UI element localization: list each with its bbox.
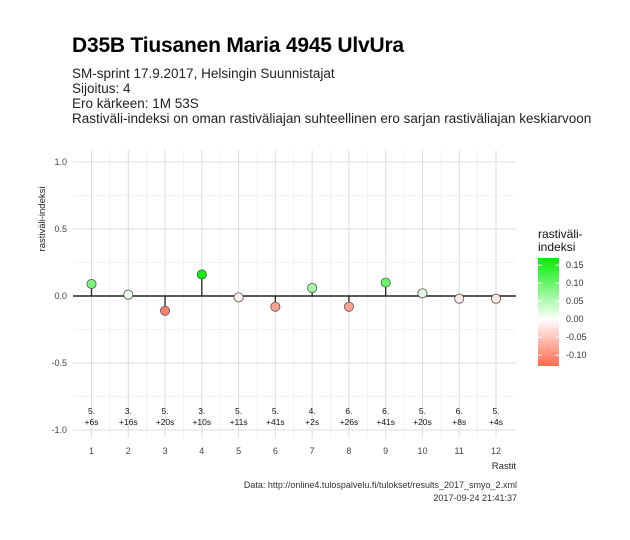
legend-title-line2: indeksi: [538, 240, 575, 254]
legend-tick-label: 0.05: [566, 296, 584, 306]
lollipop-point: [490, 293, 501, 304]
time-label: +4s: [489, 417, 503, 427]
rank-label: 5.: [161, 406, 168, 416]
rank-label: 5.: [88, 406, 95, 416]
x-tick-label: 10: [417, 446, 427, 456]
y-tick-label: -0.5: [51, 358, 67, 368]
x-tick-label: 4: [199, 446, 204, 456]
time-label: +41s: [266, 417, 285, 427]
data-source-caption: Data: http://online4.tulospalvelu.fi/tul…: [243, 480, 517, 490]
time-label: +2s: [305, 417, 319, 427]
time-label: +8s: [452, 417, 466, 427]
rank-label: 5.: [272, 406, 279, 416]
lollipop-point: [270, 301, 281, 312]
time-label: +6s: [85, 417, 99, 427]
y-tick-label: 0.5: [54, 224, 67, 234]
time-label: +26s: [340, 417, 359, 427]
x-tick-label: 9: [383, 446, 388, 456]
rank-label: 5.: [492, 406, 499, 416]
subtitle-event: SM-sprint 17.9.2017, Helsingin Suunnista…: [72, 66, 335, 81]
lollipop-point: [454, 293, 465, 304]
timestamp-caption: 2017-09-24 21:41:37: [433, 493, 517, 503]
x-tick-label: 12: [491, 446, 501, 456]
time-label: +41s: [376, 417, 395, 427]
legend-colorbar: [538, 258, 559, 366]
y-tick-label: 0.0: [54, 291, 67, 301]
lollipop-point: [343, 301, 354, 312]
time-label: +20s: [156, 417, 175, 427]
y-tick-label: 1.0: [54, 157, 67, 167]
y-tick-label: -1.0: [51, 425, 67, 435]
rank-label: 3.: [198, 406, 205, 416]
x-tick-label: 7: [310, 446, 315, 456]
x-tick-label: 8: [346, 446, 351, 456]
rank-label: 3.: [125, 406, 132, 416]
lollipop-point: [86, 278, 97, 289]
legend-tick-label: 0.00: [566, 314, 584, 324]
lollipop-point: [233, 292, 244, 303]
rank-label: 6.: [345, 406, 352, 416]
lollipop-point: [380, 277, 391, 288]
x-tick-label: 3: [163, 446, 168, 456]
lollipop-point: [160, 305, 171, 316]
lollipop-point: [196, 269, 207, 280]
rank-label: 5.: [235, 406, 242, 416]
subtitle-gap: Ero kärkeen: 1M 53S: [72, 96, 199, 111]
rank-label: 5.: [419, 406, 426, 416]
time-label: +10s: [192, 417, 211, 427]
x-tick-label: 2: [126, 446, 131, 456]
lollipop-point: [417, 288, 428, 299]
x-tick-label: 5: [236, 446, 241, 456]
lollipop-point: [123, 289, 134, 300]
rank-label: 6.: [382, 406, 389, 416]
time-label: +16s: [119, 417, 138, 427]
time-label: +11s: [230, 417, 248, 427]
legend-tick-label: -0.10: [566, 350, 587, 360]
rank-label: 4.: [309, 406, 316, 416]
x-tick-label: 11: [455, 446, 464, 456]
x-axis-title: Rastit: [492, 461, 517, 472]
x-tick-label: 1: [89, 446, 94, 456]
x-tick-label: 6: [273, 446, 278, 456]
rank-label: 6.: [456, 406, 463, 416]
legend-tick-label: -0.05: [566, 332, 587, 342]
legend-title-line1: rastiväli-: [538, 227, 583, 241]
time-label: +20s: [413, 417, 432, 427]
legend-tick-label: 0.10: [566, 278, 584, 288]
y-axis-title: rastiväli-indeksi: [37, 187, 48, 252]
subtitle-description: Rastiväli-indeksi on oman rastiväliajan …: [72, 111, 592, 126]
legend-tick-label: 0.15: [566, 260, 584, 270]
lollipop-point: [307, 282, 318, 293]
chart-title: D35B Tiusanen Maria 4945 UlvUra: [72, 34, 404, 57]
subtitle-placement: Sijoitus: 4: [72, 81, 131, 96]
